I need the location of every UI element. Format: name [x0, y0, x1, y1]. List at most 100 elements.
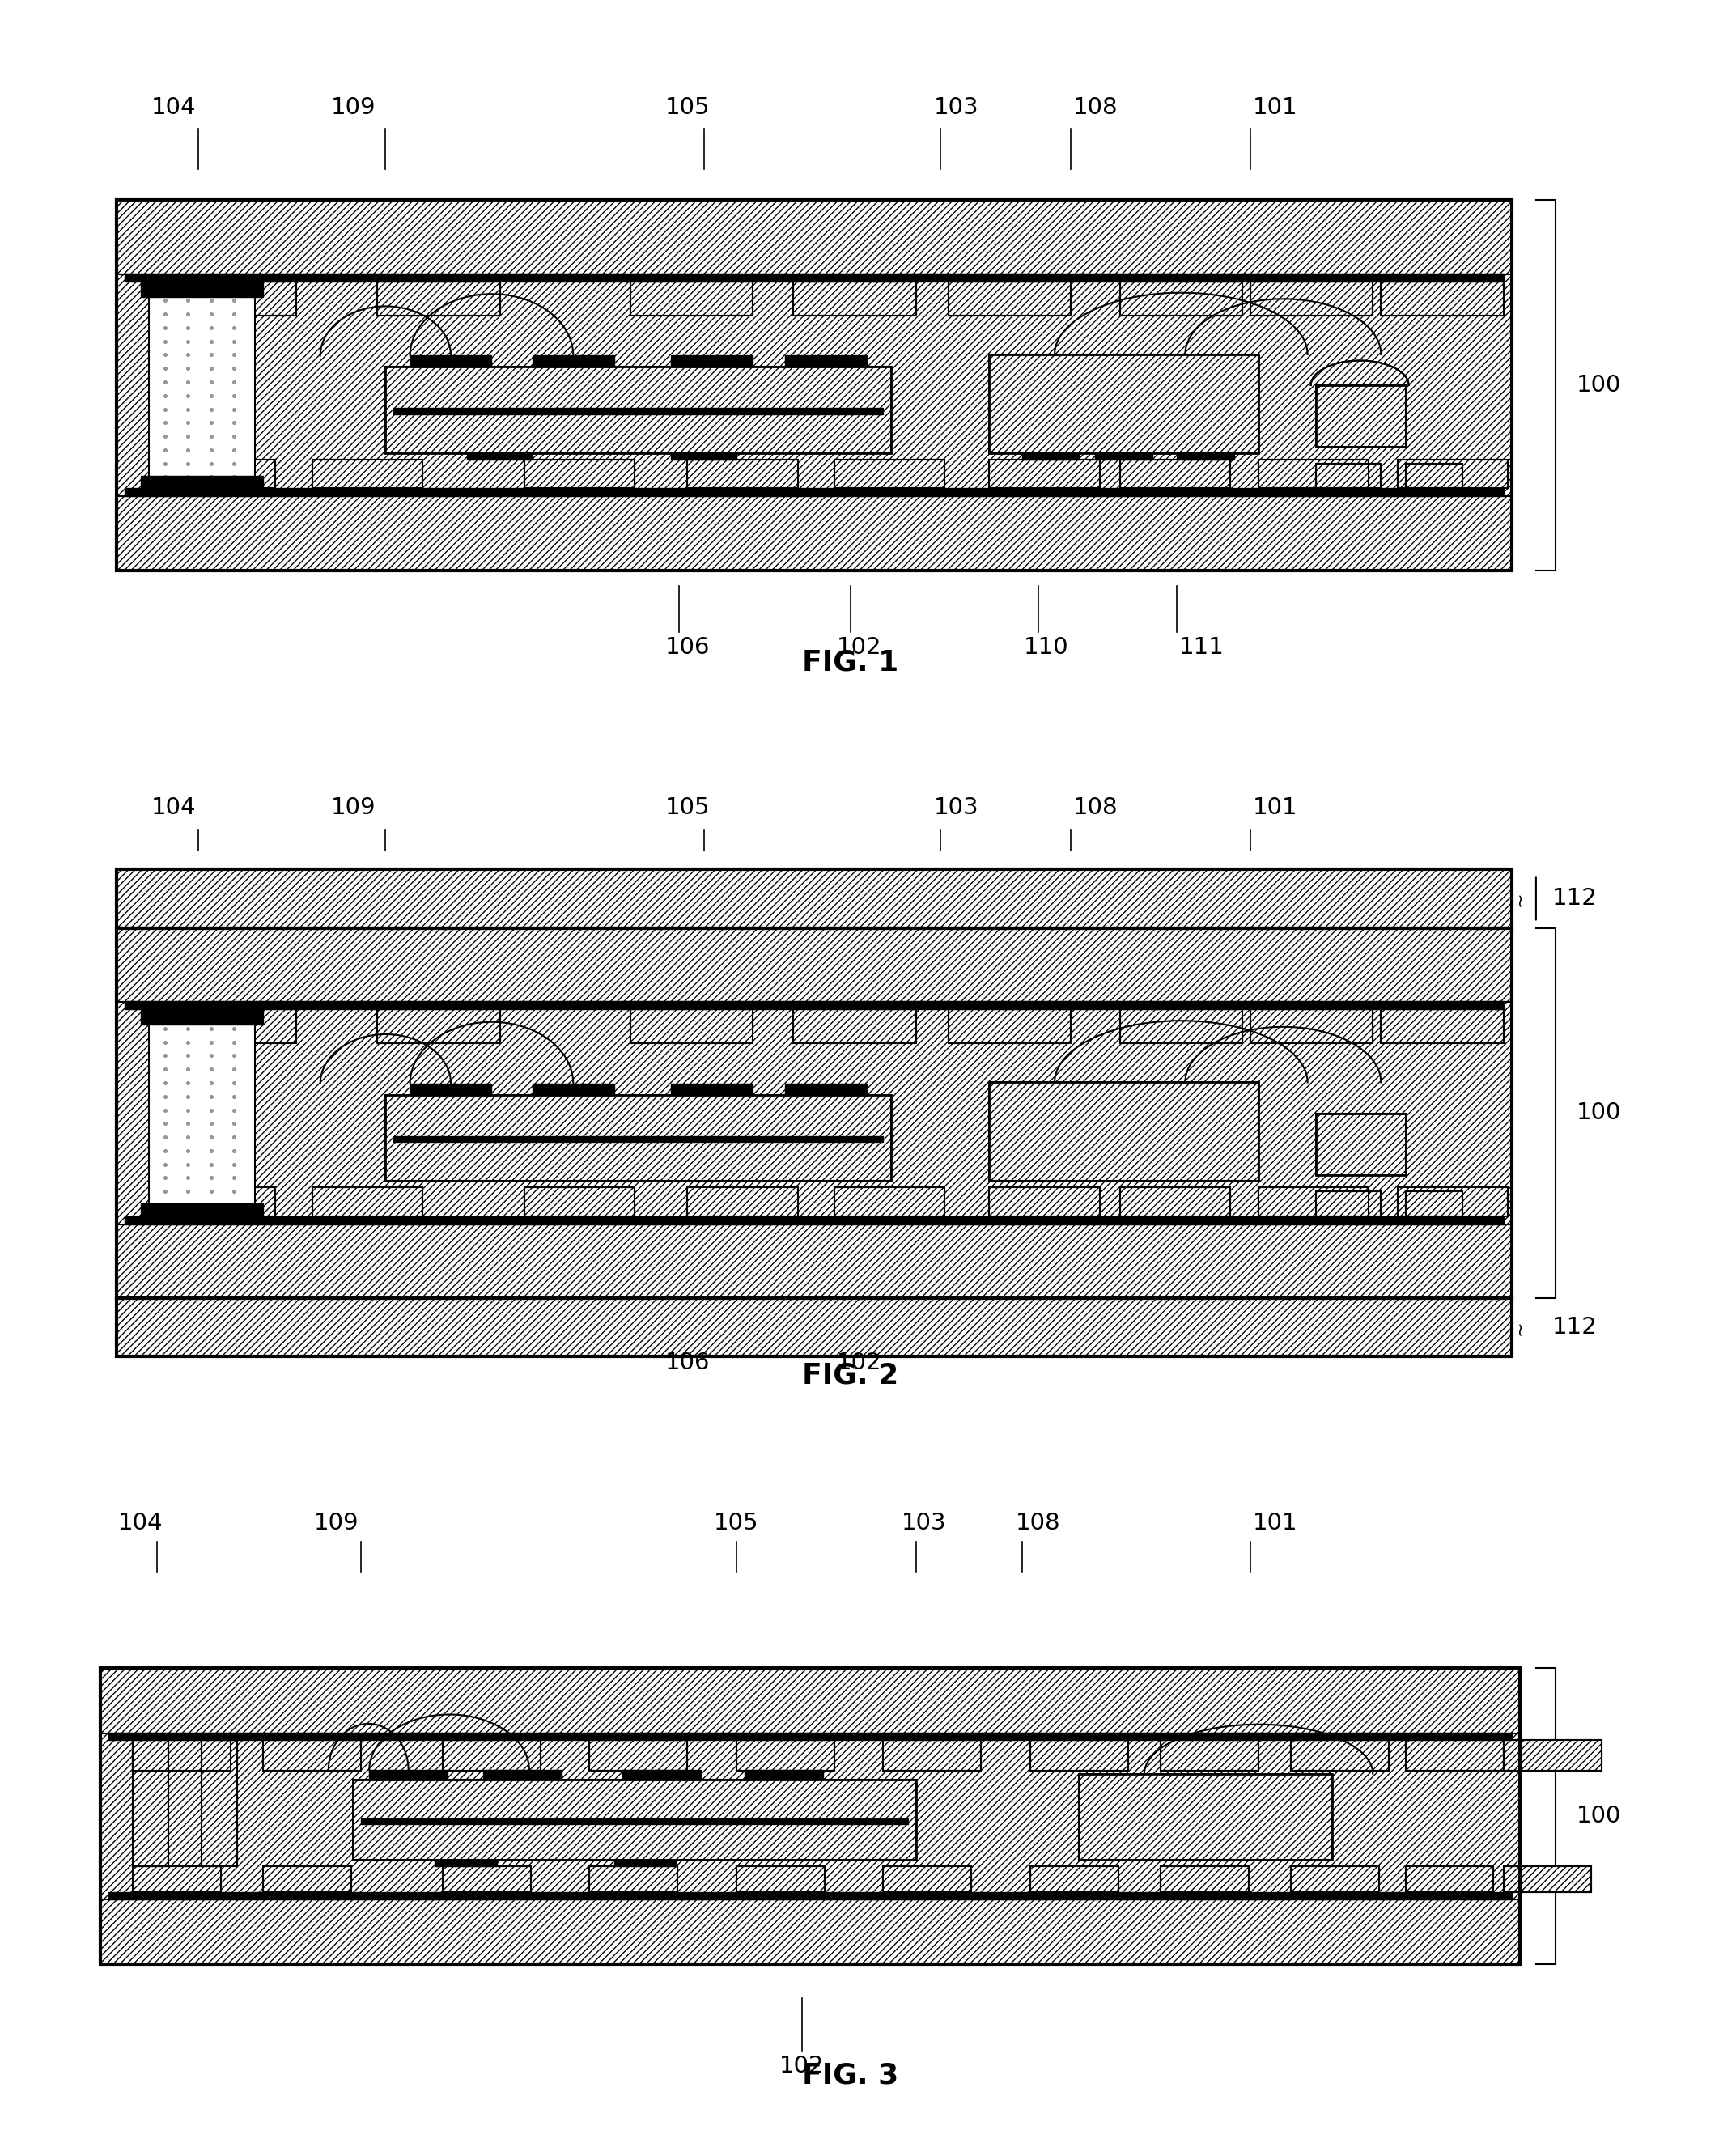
- Bar: [1120, 1009, 1243, 1044]
- Text: 109: 109: [330, 96, 375, 118]
- Bar: [132, 1867, 220, 1892]
- Bar: [1120, 1009, 1243, 1044]
- Bar: [990, 1187, 1099, 1215]
- Text: 108: 108: [1073, 96, 1118, 118]
- Bar: [630, 1009, 753, 1044]
- Bar: [884, 1740, 981, 1770]
- Text: 108: 108: [1073, 797, 1118, 819]
- Bar: [1397, 1187, 1507, 1215]
- Bar: [1316, 463, 1382, 489]
- Bar: [1316, 386, 1406, 448]
- Text: 112: 112: [1552, 887, 1597, 911]
- Bar: [1316, 1112, 1406, 1174]
- Bar: [687, 459, 797, 489]
- Bar: [201, 1740, 238, 1867]
- Bar: [264, 1740, 361, 1770]
- Bar: [835, 1187, 944, 1215]
- Bar: [1316, 1112, 1406, 1174]
- Bar: [785, 1084, 866, 1095]
- Bar: [1397, 459, 1507, 489]
- Bar: [101, 1734, 1519, 1899]
- Bar: [141, 476, 264, 489]
- Bar: [201, 1740, 238, 1867]
- Bar: [116, 199, 1512, 570]
- Bar: [312, 1187, 422, 1215]
- Bar: [116, 928, 1512, 1003]
- Bar: [630, 281, 753, 315]
- Bar: [590, 1740, 687, 1770]
- Bar: [1503, 1867, 1592, 1892]
- Bar: [312, 459, 422, 489]
- Bar: [1023, 452, 1080, 459]
- Bar: [377, 1009, 500, 1044]
- Bar: [377, 1009, 500, 1044]
- Bar: [672, 356, 753, 366]
- Bar: [672, 1084, 753, 1095]
- Text: 106: 106: [665, 1352, 710, 1374]
- Bar: [1316, 1192, 1382, 1215]
- Bar: [312, 1187, 422, 1215]
- Bar: [1259, 459, 1368, 489]
- Bar: [467, 452, 533, 459]
- Bar: [615, 1860, 675, 1867]
- Bar: [1250, 281, 1373, 315]
- Bar: [443, 1867, 531, 1892]
- Bar: [174, 281, 295, 315]
- Bar: [377, 281, 500, 315]
- Bar: [621, 1770, 701, 1781]
- Bar: [1503, 1740, 1601, 1770]
- Bar: [948, 281, 1071, 315]
- Bar: [116, 1299, 1512, 1357]
- Bar: [132, 1740, 168, 1867]
- Text: 110: 110: [1024, 636, 1069, 658]
- Bar: [630, 281, 753, 315]
- Bar: [1382, 1009, 1503, 1044]
- Bar: [1316, 386, 1406, 448]
- Bar: [116, 1003, 1512, 1224]
- Bar: [990, 459, 1099, 489]
- Bar: [141, 1009, 264, 1024]
- Bar: [1292, 1867, 1380, 1892]
- Text: 112: 112: [1552, 1316, 1597, 1339]
- Bar: [101, 1667, 1519, 1965]
- Text: 101: 101: [1252, 797, 1297, 819]
- Bar: [125, 274, 1503, 281]
- Bar: [165, 459, 276, 489]
- Bar: [165, 1187, 276, 1215]
- Text: ~: ~: [1512, 1320, 1528, 1335]
- Bar: [1406, 1740, 1503, 1770]
- Bar: [948, 281, 1071, 315]
- Text: 111: 111: [1179, 636, 1224, 658]
- Bar: [524, 459, 634, 489]
- Text: 105: 105: [665, 96, 710, 118]
- Bar: [1259, 1187, 1368, 1215]
- Bar: [264, 1867, 351, 1892]
- Text: 109: 109: [330, 797, 375, 819]
- Bar: [1161, 1867, 1248, 1892]
- Bar: [884, 1740, 981, 1770]
- Bar: [1406, 1867, 1493, 1892]
- Bar: [1120, 459, 1231, 489]
- Bar: [1397, 459, 1507, 489]
- Bar: [1406, 1867, 1493, 1892]
- Bar: [1406, 1192, 1462, 1215]
- Bar: [1250, 1009, 1373, 1044]
- Bar: [377, 281, 500, 315]
- Bar: [835, 1187, 944, 1215]
- Bar: [687, 1187, 797, 1215]
- Bar: [1259, 459, 1368, 489]
- Bar: [132, 1740, 168, 1867]
- Bar: [174, 281, 295, 315]
- Bar: [264, 1740, 361, 1770]
- Text: FIG. 1: FIG. 1: [802, 649, 899, 677]
- Bar: [1120, 1187, 1231, 1215]
- Bar: [352, 1781, 917, 1860]
- Bar: [312, 459, 422, 489]
- Bar: [1292, 1740, 1389, 1770]
- Text: 101: 101: [1252, 96, 1297, 118]
- Bar: [1316, 1192, 1382, 1215]
- Bar: [174, 1009, 295, 1044]
- Bar: [132, 1740, 231, 1770]
- Bar: [141, 281, 264, 298]
- Bar: [793, 281, 917, 315]
